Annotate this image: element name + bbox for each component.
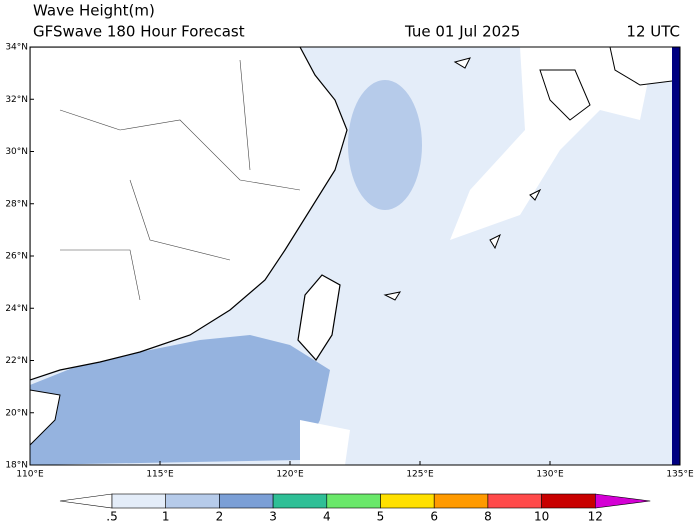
mainland [30, 47, 348, 381]
colorbar-swatch [272, 493, 328, 509]
taiwan [297, 274, 341, 361]
axes: 34°N 32°N 30°N 28°N 26°N 24°N 22°N 20°N 18°N110°… [5, 43, 694, 480]
lat-label: 32°N [5, 95, 28, 105]
lon-label: 130°E [536, 470, 564, 480]
colorbar-label: 3 [269, 510, 277, 524]
lon-label: 125°E [406, 470, 434, 480]
colorbar-swatch [165, 493, 220, 509]
colorbar-swatch [326, 493, 381, 509]
kyushu [539, 69, 591, 121]
lat-label: 34°N [5, 43, 28, 53]
edge-strip [672, 47, 680, 465]
wave-area [348, 80, 422, 210]
islands [383, 57, 542, 301]
wave-area [30, 335, 330, 465]
colorbar-end [595, 493, 651, 509]
colorbar-label: 6 [430, 510, 438, 524]
colorbar-end [59, 493, 113, 509]
colorbar-swatch [219, 493, 274, 509]
colorbar-swatch [433, 493, 489, 509]
lon-label: 120°E [276, 470, 304, 480]
colorbar-swatch [111, 493, 167, 509]
colorbar-swatch [541, 493, 596, 509]
time: 12 UTC [626, 23, 680, 41]
lat-label: 24°N [5, 304, 28, 314]
honshu [609, 47, 680, 86]
colorbar-label: 8 [484, 510, 492, 524]
colorbar-swatch [487, 493, 542, 509]
lon-label: 135°E [666, 470, 694, 480]
lat-label: 18°N [5, 461, 28, 471]
colorbar-label: 2 [216, 510, 224, 524]
colorbar: .5 1 2 3 4 5 6 8 10 12 [59, 493, 651, 524]
lat-label: 20°N [5, 408, 28, 418]
calm-area [300, 420, 350, 465]
model: GFSwave 180 Hour Forecast [33, 23, 245, 41]
colorbar-label: 4 [323, 510, 331, 524]
lon-label: 115°E [146, 470, 174, 480]
colorbar-label: 10 [534, 510, 549, 524]
lat-label: 26°N [5, 252, 28, 262]
colorbar-label: 5 [377, 510, 385, 524]
lat-label: 30°N [5, 147, 28, 157]
borders [59, 59, 301, 301]
calm-area [440, 47, 655, 240]
colorbar-swatch [380, 493, 435, 509]
map [29, 46, 681, 466]
lat-label: 22°N [5, 356, 28, 366]
date: Tue 01 Jul 2025 [404, 23, 520, 41]
lat-label: 28°N [5, 199, 28, 209]
colorbar-label: .5 [106, 510, 117, 524]
lon-label: 110°E [16, 470, 44, 480]
colorbar-label: 12 [588, 510, 603, 524]
colorbar-label: 1 [162, 510, 170, 524]
title: Wave Height(m) [33, 2, 155, 20]
hainan [30, 389, 61, 446]
